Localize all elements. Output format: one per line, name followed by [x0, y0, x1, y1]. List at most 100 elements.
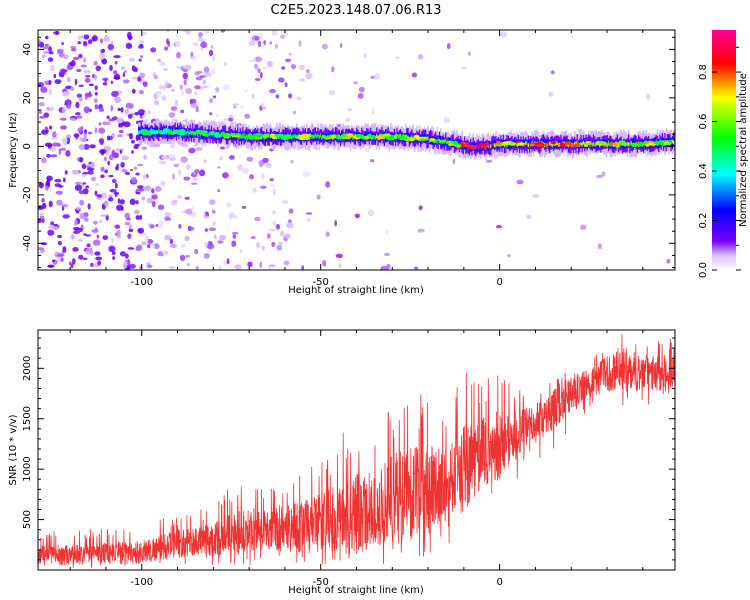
heatmap-noise-cell: [93, 98, 99, 104]
heatmap-band-cell: [199, 132, 202, 137]
heatmap-noise-cell: [363, 53, 368, 59]
heatmap-noise-cell: [108, 194, 113, 198]
heatmap-noise-cell: [40, 86, 48, 93]
heatmap-noise-cell: [212, 209, 216, 214]
heatmap-noise-cell: [159, 61, 166, 67]
heatmap-noise-cell: [183, 79, 187, 86]
heatmap-noise-cell: [139, 265, 142, 270]
heatmap-noise-cell: [141, 31, 147, 36]
heatmap-noise-cell: [117, 198, 121, 204]
heatmap-noise-cell: [190, 226, 195, 231]
heatmap-noise-cell: [127, 247, 135, 250]
heatmap-band-cell: [262, 134, 264, 139]
heatmap-peak-cell: [209, 132, 216, 136]
heatmap-peak-cell: [408, 138, 415, 142]
heatmap-band-cell: [158, 129, 160, 137]
heatmap-noise-cell: [86, 167, 95, 171]
heatmap-peak-cell: [496, 141, 501, 145]
heatmap-band-cell: [314, 133, 317, 138]
heatmap-band-cell: [572, 143, 575, 147]
heatmap-noise-cell: [41, 157, 47, 164]
heatmap-band-cell: [318, 135, 321, 139]
heatmap-band-cell: [337, 133, 339, 138]
heatmap-noise-cell: [131, 150, 135, 154]
heatmap-noise-cell: [52, 142, 60, 147]
heatmap-noise-cell: [268, 266, 271, 270]
heatmap-noise-cell: [93, 74, 98, 80]
heatmap-noise-cell: [83, 106, 91, 114]
heatmap-noise-cell: [94, 190, 98, 196]
heatmap-noise-cell: [47, 229, 55, 236]
figure-title: C2E5.2023.148.07.06.R13: [270, 3, 441, 18]
heatmap-noise-cell: [666, 258, 671, 264]
heatmap-noise-cell: [66, 102, 72, 110]
heatmap-noise-cell: [262, 66, 268, 70]
heatmap-peak-cell: [176, 132, 181, 135]
heatmap-noise-cell: [137, 163, 144, 167]
heatmap-noise-cell: [162, 85, 167, 90]
heatmap-noise-cell: [42, 51, 49, 54]
heatmap-noise-cell: [50, 106, 54, 112]
heatmap-noise-cell: [172, 173, 175, 180]
heatmap-noise-cell: [142, 174, 147, 180]
heatmap-band-cell: [590, 141, 592, 150]
heatmap-noise-cell: [200, 41, 208, 49]
heatmap-band-cell: [575, 141, 577, 146]
colorbar: 0.0 0.2 0.4 0.6 0.8 Normalized spectral ampl…: [698, 30, 749, 278]
heatmap-peak-cell: [470, 146, 477, 149]
heatmap-band-cell: [150, 128, 153, 133]
heatmap-band-cell: [293, 134, 296, 138]
heatmap-noise-cell: [141, 241, 147, 246]
heatmap-noise-cell: [206, 243, 215, 250]
heatmap-noise-cell: [139, 72, 146, 79]
heatmap-peak-cell: [585, 141, 591, 144]
heatmap-noise-cell: [347, 108, 353, 112]
heatmap-band-cell: [438, 139, 441, 143]
y-tick-label: 40: [22, 43, 33, 56]
heatmap-band-cell: [281, 135, 283, 140]
heatmap-noise-cell: [104, 169, 108, 174]
heatmap-noise-cell: [55, 190, 63, 195]
heatmap-band-cell: [490, 144, 492, 149]
heatmap-noise-cell: [290, 64, 297, 70]
heatmap-noise-cell: [45, 185, 49, 192]
heatmap-band-cell: [545, 142, 547, 147]
heatmap-noise-cell: [47, 264, 54, 268]
heatmap-noise-cell: [141, 196, 146, 201]
heatmap-band-cell: [260, 127, 263, 141]
heatmap-peak-cell: [536, 143, 544, 148]
heatmap-band-cell: [594, 143, 596, 148]
heatmap-noise-cell: [253, 63, 259, 69]
heatmap-noise-cell: [357, 93, 364, 99]
heatmap-noise-cell: [79, 199, 85, 206]
heatmap-band-cell: [437, 137, 440, 142]
heatmap-noise-cell: [132, 76, 138, 80]
heatmap-peak-cell: [202, 133, 208, 137]
heatmap-band-cell: [612, 143, 615, 147]
heatmap-noise-cell: [111, 149, 116, 157]
heatmap-band-cell: [483, 145, 486, 150]
heatmap-noise-cell: [82, 57, 87, 63]
heatmap-noise-cell: [139, 214, 143, 220]
heatmap-peak-cell: [231, 132, 236, 136]
heatmap-noise-cell: [322, 260, 327, 267]
heatmap-band-cell: [631, 138, 634, 147]
heatmap-noise-cell: [95, 256, 103, 261]
heatmap-noise-cell: [149, 243, 156, 249]
heatmap-band-cell: [188, 131, 190, 136]
heatmap-band-cell: [165, 130, 168, 135]
heatmap-noise-cell: [124, 212, 131, 219]
heatmap-noise-cell: [153, 243, 160, 249]
heatmap-noise-cell: [139, 43, 144, 48]
heatmap-band-cell: [253, 133, 255, 138]
heatmap-noise-cell: [239, 105, 244, 109]
heatmap-noise-cell: [282, 199, 289, 205]
heatmap-noise-cell: [94, 251, 101, 256]
heatmap-peak-cell: [214, 133, 221, 138]
heatmap-noise-cell: [90, 262, 94, 268]
heatmap-peak-cell: [342, 133, 346, 138]
heatmap-band-cell: [208, 132, 210, 137]
heatmap-noise-cell: [305, 212, 313, 215]
heatmap-noise-cell: [256, 242, 261, 249]
heatmap-noise-cell: [139, 40, 145, 44]
